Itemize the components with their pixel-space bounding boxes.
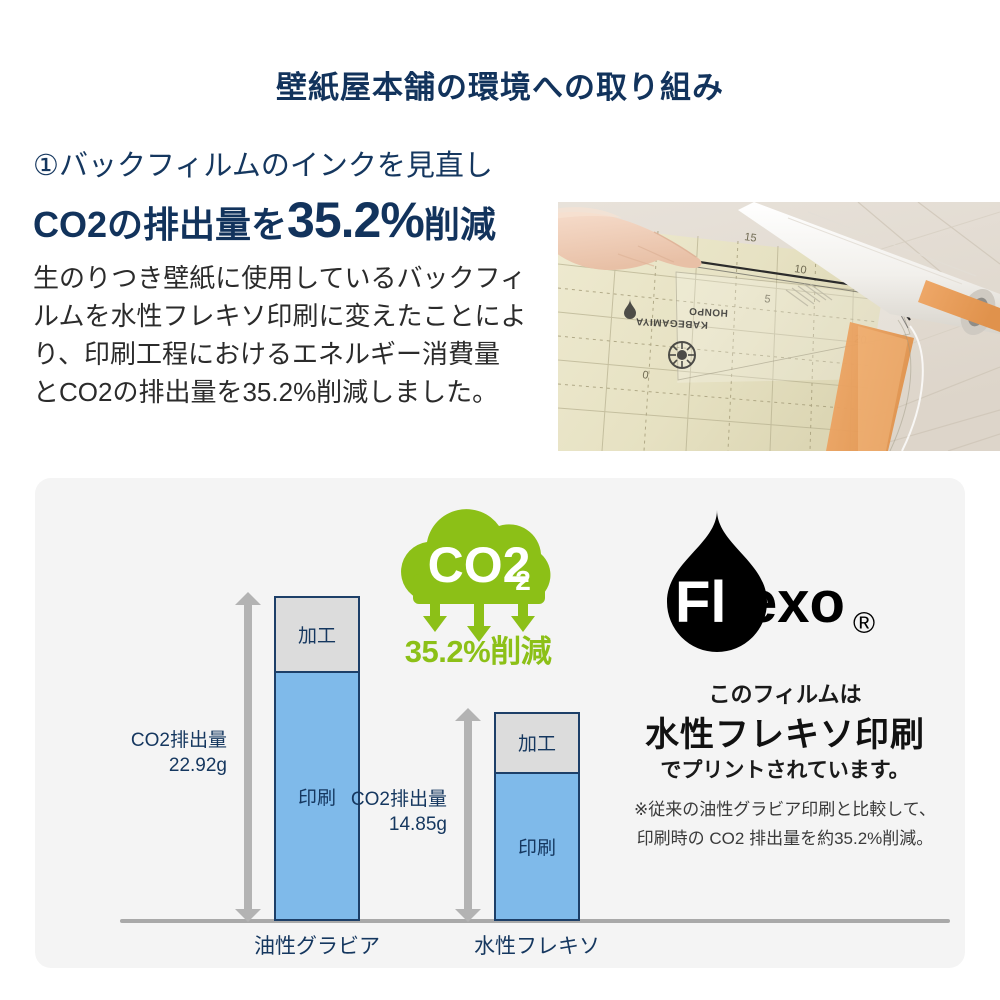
bar-segment-printing: 印刷 xyxy=(496,773,578,919)
page-title: 壁紙屋本舗の環境への取り組み xyxy=(276,70,724,105)
flexo-info-block: Fl exo ® このフィルムは 水性フレキソ印刷 でプリントされています。 ※… xyxy=(605,500,965,940)
bar-segment-processing: 加工 xyxy=(276,598,358,674)
down-arrows-icon xyxy=(423,604,535,642)
svg-text:15: 15 xyxy=(744,231,758,245)
intro-block: ①バックフィルムのインクを見直し CO2の排出量を 35.2% 削減 生のりつき壁紙… xyxy=(33,150,543,412)
flexo-line-3: でプリントされています。 xyxy=(660,759,910,782)
bar-segment-processing: 加工 xyxy=(496,714,578,774)
flexo-note-line: ※従来の油性グラビア印刷と比較して、 xyxy=(634,800,936,819)
chart-baseline xyxy=(120,919,950,923)
arrow-head-down-icon xyxy=(235,909,261,922)
headline-suffix: 削減 xyxy=(423,204,496,246)
co2-subscript: 2 xyxy=(515,565,531,596)
co2-cloud-icon: CO2 2 xyxy=(373,496,583,696)
co2-text: CO2 xyxy=(428,537,531,593)
flexo-line-2: 水性フレキソ印刷 xyxy=(645,716,925,754)
svg-text:10: 10 xyxy=(794,263,808,277)
flexo-droplet-logo: Fl exo ® xyxy=(605,500,965,660)
product-photo: 15 10 5 0 20 xyxy=(558,202,1000,451)
flexo-note-line: 印刷時の CO2 排出量を約35.2%削減。 xyxy=(636,828,934,848)
bar-oil-gravure: 加工 印刷 xyxy=(274,596,360,921)
arrow-shaft xyxy=(464,718,472,912)
film-brand-text: KABEGAMIYA xyxy=(635,315,708,330)
headline-prefix: CO2の排出量を xyxy=(33,204,288,246)
emission-label-water-flexo: CO2排出量 14.85g xyxy=(285,788,447,837)
flexo-logo-text-outer: exo xyxy=(745,570,845,635)
svg-text:HONPO: HONPO xyxy=(688,305,728,318)
emission-label-value: 22.92g xyxy=(168,754,227,776)
flexo-note: ※従来の油性グラビア印刷と比較して、 印刷時の CO2 排出量を約35.2%削減… xyxy=(605,796,965,854)
co2-bar-chart: 加工 印刷 CO2排出量 22.92g 油性グラビア 加工 印刷 xyxy=(35,478,950,968)
measure-arrow-oil-gravure xyxy=(235,592,261,922)
wallpaper-roll xyxy=(738,202,1000,336)
intro-headline: CO2の排出量を 35.2% 削減 xyxy=(33,193,543,248)
co2-reduction-label: 35.2%削減 xyxy=(404,634,552,669)
intro-body-line: り、印刷工程におけるエネルギー消費量 xyxy=(33,339,500,370)
intro-body-line: 生のりつき壁紙に使用しているバックフィ xyxy=(33,263,526,294)
intro-body: 生のりつき壁紙に使用しているバックフィ ルムを水性フレキソ印刷に変えたことによ … xyxy=(33,260,543,412)
category-label-oil-gravure: 油性グラビア xyxy=(254,935,380,958)
bar-segment-printing: 印刷 xyxy=(276,673,358,919)
intro-body-line: ルムを水性フレキソ印刷に変えたことによ xyxy=(33,301,527,332)
intro-lead: ①バックフィルムのインクを見直し xyxy=(33,150,493,182)
flexo-line-1: このフィルムは xyxy=(708,682,862,707)
measure-arrow-water-flexo xyxy=(455,708,481,922)
hand xyxy=(558,207,702,270)
category-label-water-flexo: 水性フレキソ xyxy=(474,935,600,958)
emission-label-title: CO2排出量 xyxy=(130,730,227,751)
emission-label-oil-gravure: CO2排出量 22.92g xyxy=(65,729,227,778)
bar-water-flexo: 加工 印刷 xyxy=(494,712,580,921)
emission-label-value: 14.85g xyxy=(388,813,447,835)
arrow-head-up-icon xyxy=(455,708,481,721)
comparison-panel: 加工 印刷 CO2排出量 22.92g 油性グラビア 加工 印刷 xyxy=(35,478,965,968)
arrow-shaft xyxy=(244,602,252,912)
emission-label-title: CO2排出量 xyxy=(350,789,447,810)
photo-illustration: 15 10 5 0 20 xyxy=(558,202,1000,451)
droplet-shape xyxy=(667,510,767,652)
arrow-head-down-icon xyxy=(455,909,481,922)
flexo-logo-text-inner: Fl xyxy=(675,570,727,635)
registered-mark-icon: ® xyxy=(853,607,875,640)
headline-value: 35.2% xyxy=(287,192,425,249)
intro-body-line: とCO2の排出量を35.2%削減しました。 xyxy=(33,377,499,408)
svg-text:5: 5 xyxy=(764,293,772,306)
arrow-head-up-icon xyxy=(235,592,261,605)
svg-text:0: 0 xyxy=(642,369,650,382)
